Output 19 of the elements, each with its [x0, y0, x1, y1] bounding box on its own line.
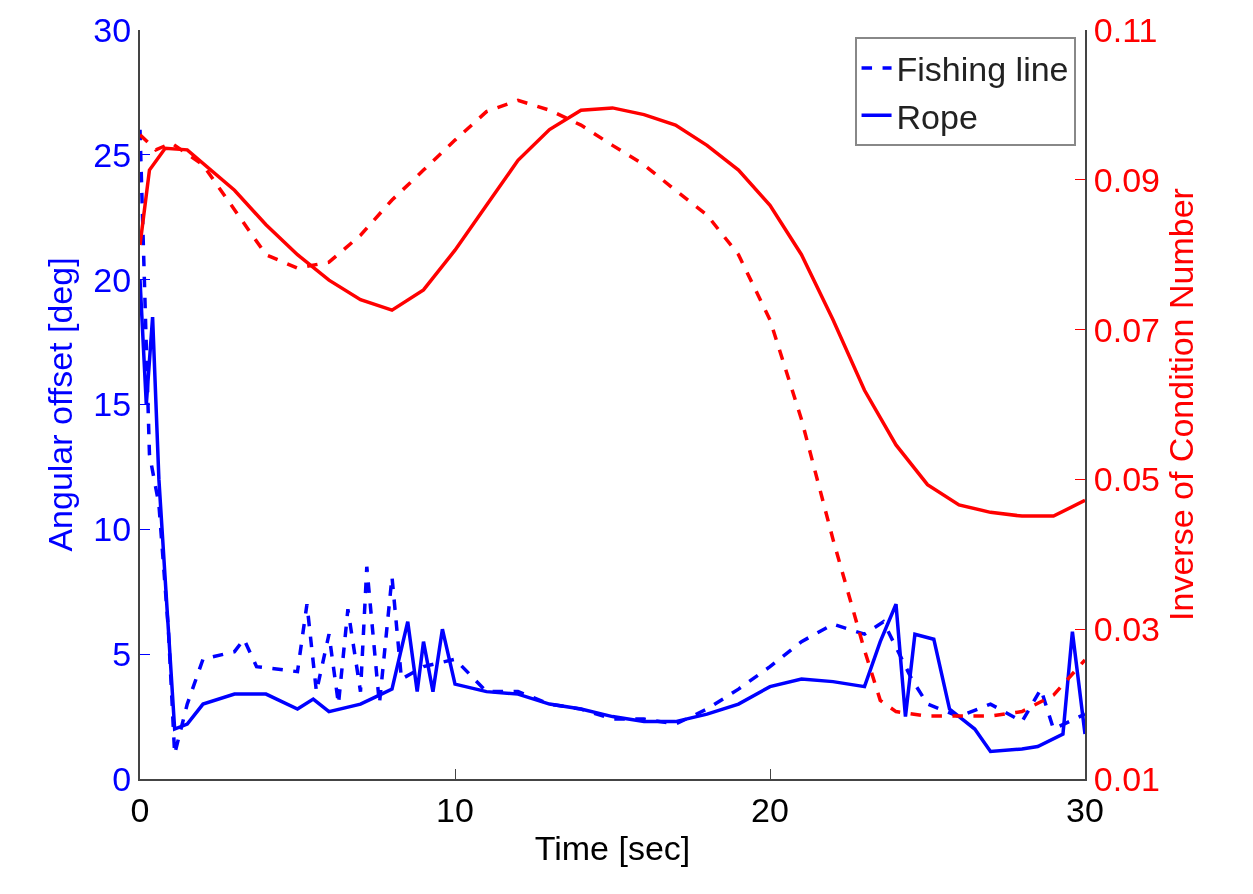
y2-tick-label: 0.03 [1093, 610, 1160, 649]
y2-tick-label: 0.07 [1093, 310, 1160, 349]
y-tick-label: 15 [93, 385, 132, 424]
y-tick-label: 20 [93, 260, 132, 299]
y-tick-label: 0 [112, 759, 132, 798]
legend-label: Fishing line [896, 50, 1069, 89]
y-tick-label: 25 [93, 135, 132, 174]
y2-axis-title: Inverse of Condition Number [1161, 188, 1200, 621]
y2-tick-label: 0.11 [1093, 10, 1158, 49]
x-axis-title: Time [sec] [534, 828, 691, 867]
y-tick-label: 5 [112, 635, 132, 674]
y-axis-title: Angular offset [deg] [41, 257, 80, 552]
y2-tick-label: 0.09 [1093, 160, 1160, 199]
x-tick-label: 20 [751, 790, 789, 829]
y-tick-label: 30 [93, 10, 132, 49]
legend-label: Rope [896, 97, 978, 136]
x-tick-label: 10 [436, 790, 474, 829]
y2-tick-label: 0.05 [1093, 460, 1160, 499]
y-tick-label: 10 [93, 510, 132, 549]
